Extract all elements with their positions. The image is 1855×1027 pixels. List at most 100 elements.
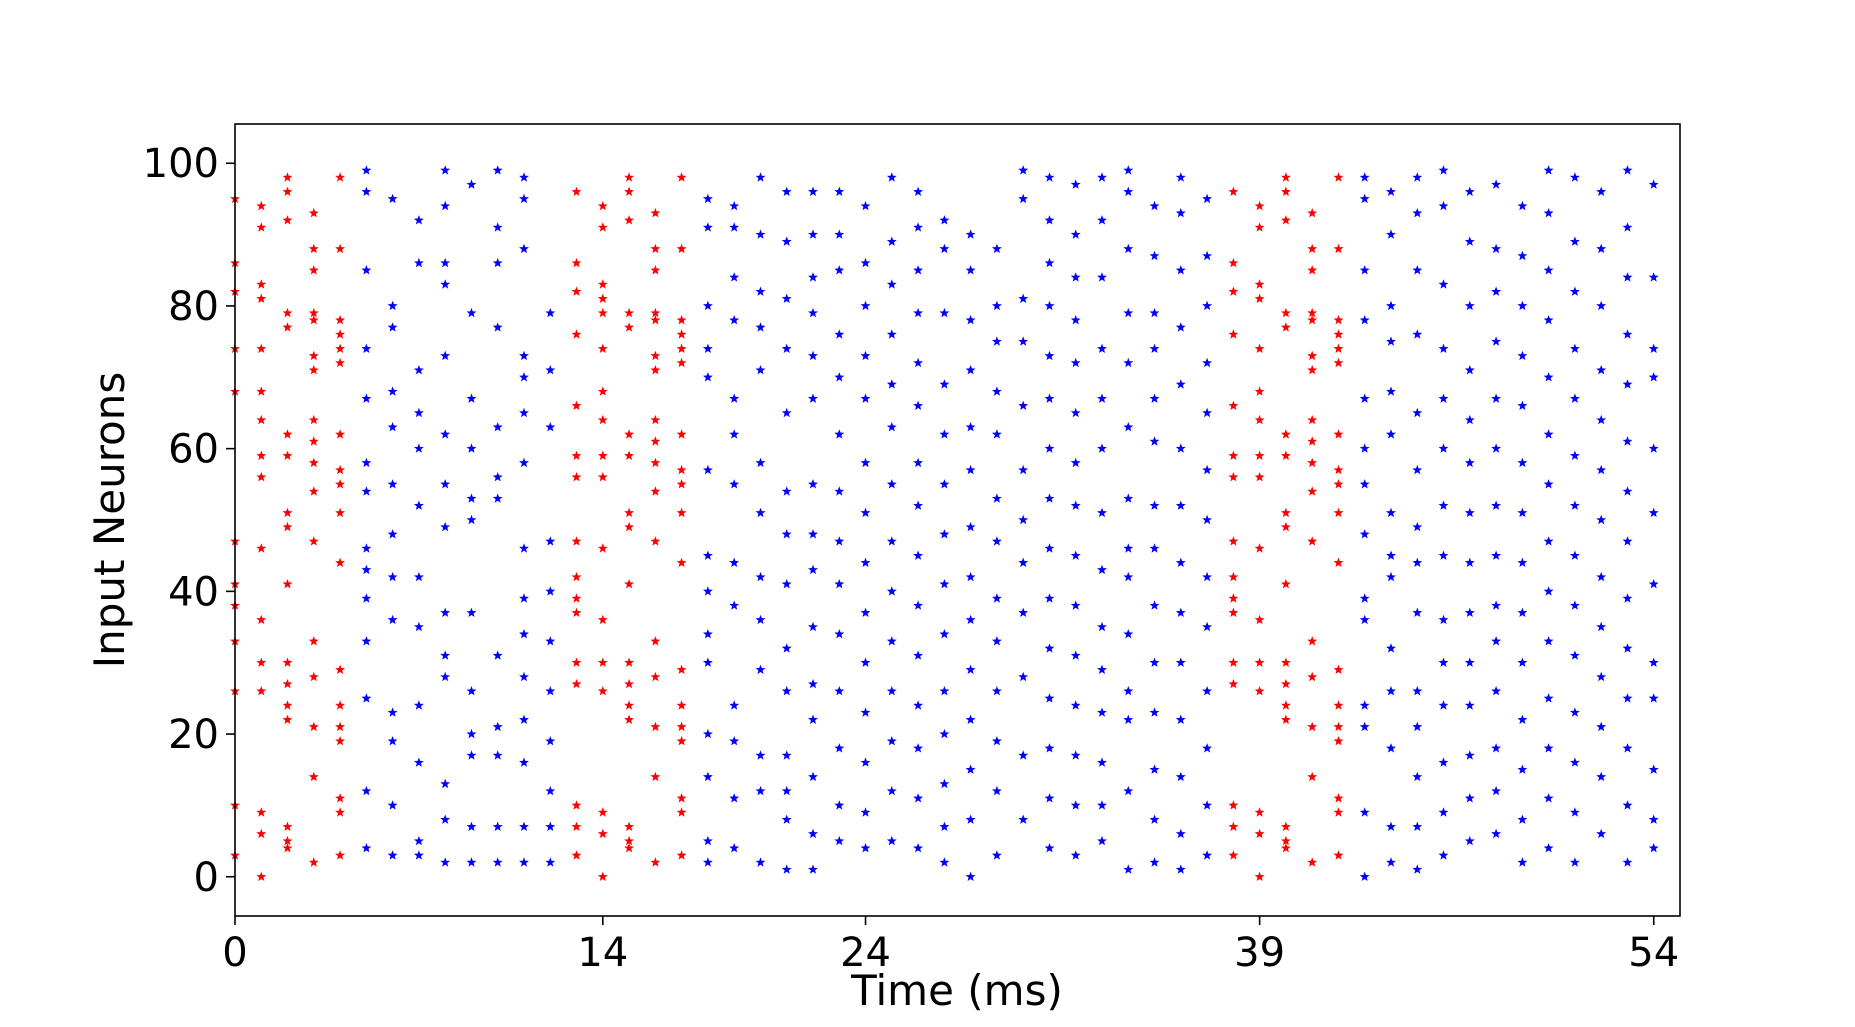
spike-marker [1386, 550, 1396, 560]
spike-marker [939, 778, 950, 789]
spike-marker [965, 871, 976, 882]
spike-marker [282, 521, 293, 532]
spike-marker [834, 800, 845, 810]
spike-marker [1254, 686, 1265, 696]
spike-marker [308, 486, 319, 496]
spike-marker [256, 807, 267, 817]
spike-marker [387, 300, 398, 311]
spike-marker [361, 543, 372, 553]
spike-marker [545, 536, 556, 546]
spike-marker [1307, 265, 1318, 275]
spike-marker [492, 821, 503, 832]
spike-marker [965, 571, 976, 582]
spike-marker [335, 807, 346, 817]
spike-marker [913, 457, 924, 468]
spike-marker [1202, 571, 1213, 582]
spike-marker [1123, 864, 1134, 874]
spike-marker [781, 686, 792, 696]
spike-marker [1228, 821, 1239, 832]
spike-marker [519, 593, 529, 603]
spike-marker [335, 343, 346, 354]
spike-marker [1149, 393, 1160, 403]
spike-marker [440, 778, 451, 789]
spike-marker [1464, 557, 1475, 568]
spike-marker [1491, 393, 1502, 403]
spike-marker [1202, 686, 1213, 696]
spike-marker [913, 222, 924, 232]
spike-marker [335, 793, 346, 803]
spike-marker [702, 728, 713, 739]
spike-marker [335, 479, 346, 489]
spike-marker [1149, 600, 1160, 610]
spike-marker [860, 257, 871, 268]
spike-marker [939, 579, 950, 589]
spike-marker [519, 714, 529, 725]
spike-marker [1596, 721, 1607, 732]
spike-marker [1228, 850, 1239, 860]
spike-marker [1333, 343, 1344, 354]
spike-marker [413, 571, 424, 582]
spike-marker [781, 343, 792, 354]
spike-marker [650, 857, 661, 867]
spike-marker [1018, 514, 1029, 525]
spike-marker [1307, 671, 1318, 682]
spike-marker [676, 172, 687, 182]
spike-marker [1412, 265, 1423, 275]
spike-marker [1333, 357, 1344, 368]
spike-series [230, 172, 1344, 882]
spike-marker [256, 414, 267, 425]
spike-marker [335, 557, 346, 568]
spike-marker [466, 443, 477, 453]
spike-marker [1228, 800, 1239, 810]
spike-marker [1359, 393, 1370, 403]
spike-marker [755, 365, 766, 375]
spike-marker [1648, 693, 1659, 703]
spike-marker [1517, 457, 1528, 468]
spike-marker [808, 393, 818, 403]
spike-marker [1622, 272, 1633, 282]
spike-marker [1569, 172, 1580, 182]
spike-marker [1097, 707, 1107, 717]
spike-marker [1622, 379, 1633, 389]
spike-marker [1333, 429, 1344, 439]
spike-marker [545, 821, 556, 832]
spike-marker [729, 557, 740, 568]
spike-marker [1596, 414, 1607, 425]
spike-marker [729, 736, 740, 746]
spike-marker [1044, 215, 1055, 225]
spike-marker [1622, 536, 1633, 546]
spike-marker [256, 200, 267, 211]
spike-marker [781, 486, 792, 496]
spike-marker [860, 393, 871, 403]
spike-marker [1596, 771, 1607, 782]
spike-marker [387, 707, 398, 717]
spike-marker [1517, 557, 1528, 568]
spike-marker [335, 736, 346, 746]
spike-marker [597, 657, 608, 667]
spike-marker [571, 329, 582, 339]
spike-marker [492, 472, 503, 482]
spike-marker [1044, 443, 1055, 453]
spike-marker [256, 222, 267, 232]
spike-marker [624, 307, 635, 318]
spike-marker [413, 500, 424, 510]
spike-marker [1202, 250, 1213, 261]
spike-marker [282, 843, 293, 853]
spike-marker [282, 215, 293, 225]
spike-marker [1386, 821, 1396, 832]
spike-marker [335, 664, 346, 675]
spike-marker [860, 507, 871, 518]
spike-marker [1386, 386, 1396, 396]
spike-marker [1491, 243, 1502, 254]
spike-marker [1648, 372, 1659, 382]
spike-marker [1333, 793, 1344, 803]
spike-marker [991, 785, 1002, 796]
y-axis: 0 20 40 60 80 100 [143, 141, 235, 901]
spike-marker [361, 186, 372, 197]
spike-marker [1070, 500, 1081, 510]
spike-marker [939, 728, 950, 739]
spike-marker [781, 579, 792, 589]
spike-marker [676, 429, 687, 439]
spike-marker [1517, 200, 1528, 211]
spike-marker [702, 372, 713, 382]
